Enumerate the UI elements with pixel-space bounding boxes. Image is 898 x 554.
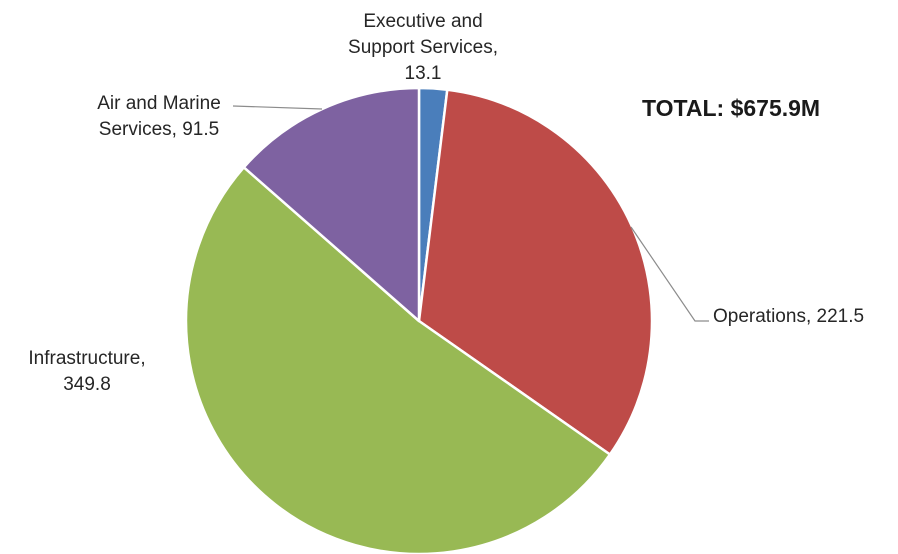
slice-label-line: Air and Marine [97,93,221,114]
slice-label-line: Operations, 221.5 [713,306,864,327]
leader-line [232,105,323,110]
pie-slice-infrastructure [184,166,612,554]
total-annotation: TOTAL: $675.9M [642,95,820,121]
pie-slice-operations [417,88,654,456]
slice-label: Operations, 221.5 [713,306,864,327]
slice-label-line: Executive and [363,11,482,32]
slice-label-line: 13.1 [405,63,442,84]
slice-label: Executive and Support Services, 13.1 [348,11,498,84]
leader-lines [232,105,709,322]
slice-label: Infrastructure, 349.8 [28,348,145,395]
leader-line [630,226,709,322]
pie-slices [184,86,654,554]
slice-label-line: Support Services, [348,37,498,58]
slice-label: Air and Marine Services, 91.5 [97,93,221,140]
pie-slice-air-and-marine-services [242,86,421,323]
slice-label-line: 349.8 [63,374,111,395]
slice-label-line: Services, 91.5 [99,119,219,140]
slice-label-line: Infrastructure, [28,348,145,369]
slice-labels: Executive and Support Services, 13.1 Operat… [28,11,864,395]
